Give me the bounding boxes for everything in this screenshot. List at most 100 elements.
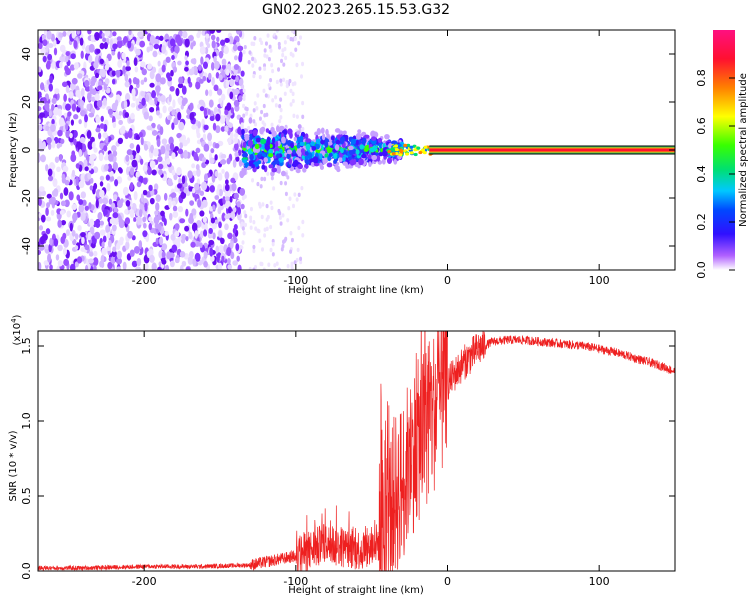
noise-blob <box>68 191 74 201</box>
noise-blob <box>208 227 213 235</box>
noise-blob <box>172 66 178 73</box>
fade-blob <box>263 66 267 71</box>
noise-blob <box>143 143 149 151</box>
noise-blob <box>108 170 114 177</box>
noise-blob <box>146 30 153 34</box>
noise-blob <box>149 82 155 88</box>
noise-blob <box>56 143 61 149</box>
cluster-blob <box>304 158 309 164</box>
cluster-blob <box>248 117 253 124</box>
transition-blob <box>422 151 427 155</box>
noise-blob <box>113 194 118 201</box>
noise-blob <box>191 66 195 76</box>
noise-blob <box>47 53 53 61</box>
noise-blob <box>235 156 240 162</box>
noise-blob <box>233 88 240 96</box>
noise-blob <box>42 55 47 63</box>
noise-blob <box>221 64 226 70</box>
cluster-blob <box>247 139 254 147</box>
noise-blob <box>90 136 95 143</box>
cluster-blob <box>241 133 245 140</box>
cluster-blob <box>333 153 338 160</box>
fade-blob <box>267 262 271 267</box>
noise-blob <box>237 45 244 52</box>
fade-blob <box>260 176 264 182</box>
noise-blob <box>112 224 117 232</box>
noise-blob <box>41 34 47 40</box>
noise-blob <box>233 136 238 145</box>
noise-blob <box>160 94 166 103</box>
noise-blob <box>46 30 52 40</box>
noise-blob <box>214 219 219 225</box>
noise-blob <box>216 88 223 96</box>
fade-blob <box>252 73 256 79</box>
noise-blob <box>159 77 166 85</box>
noise-blob <box>120 198 124 204</box>
cluster-blob <box>304 151 309 156</box>
noise-blob <box>129 182 134 191</box>
noise-blob <box>220 237 225 245</box>
noise-blob <box>90 34 95 43</box>
cluster-blob <box>322 157 327 165</box>
noise-blob <box>51 103 55 111</box>
noise-blob <box>69 263 76 270</box>
fade-blob <box>290 237 294 243</box>
cluster-blob <box>336 134 342 140</box>
noise-blob <box>73 40 78 49</box>
transition-blob <box>390 147 395 151</box>
noise-blob <box>157 163 164 170</box>
noise-blob <box>60 219 67 226</box>
fade-blob <box>301 100 305 106</box>
fade-blob <box>256 228 260 233</box>
noise-blob <box>99 175 105 181</box>
noise-blob <box>117 138 123 145</box>
fade-blob <box>265 203 269 209</box>
fade-blob <box>242 103 246 109</box>
fade-blob <box>291 30 295 34</box>
cluster-blob <box>334 144 340 151</box>
snr-scale-exponent: 4 <box>10 318 18 323</box>
noise-blob <box>109 175 115 182</box>
fade-blob <box>253 58 257 64</box>
cluster-blob <box>297 151 302 157</box>
noise-blob <box>53 188 59 197</box>
fade-blob <box>289 249 293 254</box>
fade-blob <box>269 247 273 253</box>
noise-blob <box>199 242 203 249</box>
noise-blob <box>51 118 55 125</box>
noise-blob <box>181 260 187 267</box>
noise-blob <box>136 257 142 267</box>
fade-blob <box>289 88 293 94</box>
cluster-blob <box>268 164 274 169</box>
cluster-blob <box>297 124 302 129</box>
noise-blob <box>107 261 113 270</box>
noise-blob <box>194 230 199 239</box>
noise-blob <box>196 219 202 228</box>
cluster-blob <box>257 160 262 165</box>
fade-blob <box>260 109 264 115</box>
fade-blob <box>267 82 271 88</box>
cluster-blob <box>273 159 280 165</box>
noise-blob <box>44 102 50 110</box>
noise-blob <box>234 151 239 158</box>
noise-blob <box>97 212 103 221</box>
noise-blob <box>57 219 62 228</box>
noise-blob <box>221 212 226 222</box>
fade-blob <box>242 49 246 55</box>
noise-blob <box>195 163 200 171</box>
noise-blob <box>95 116 101 124</box>
cluster-blob <box>325 128 329 136</box>
noise-blob <box>71 204 78 210</box>
noise-blob <box>38 118 41 124</box>
cluster-blob <box>370 136 377 141</box>
noise-blob <box>110 256 116 264</box>
noise-blob <box>104 78 110 85</box>
noise-blob <box>110 202 116 210</box>
fade-blob <box>279 78 283 83</box>
fade-blob <box>288 196 292 201</box>
snr-scale-base: (x10 <box>12 323 23 346</box>
spectrogram-ylabel: Frequency (Hz) <box>8 112 19 188</box>
noise-blob <box>38 106 42 112</box>
noise-blob <box>78 119 82 125</box>
noise-blob <box>62 165 69 173</box>
